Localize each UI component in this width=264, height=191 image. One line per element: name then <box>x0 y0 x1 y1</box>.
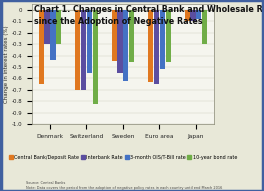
Bar <box>185 10 190 21</box>
Bar <box>50 10 55 60</box>
Text: Source: Central Banks
Note: Data covers the period from the adoption of negative: Source: Central Banks Note: Data covers … <box>26 181 223 190</box>
Bar <box>87 10 92 73</box>
Bar <box>129 10 134 62</box>
Bar <box>154 10 159 84</box>
Bar <box>44 10 50 44</box>
Y-axis label: Change in interest rates (%): Change in interest rates (%) <box>4 25 9 103</box>
Bar <box>112 10 117 61</box>
Bar <box>75 10 80 90</box>
Bar <box>148 10 153 82</box>
Bar <box>117 10 123 73</box>
Bar <box>56 10 61 44</box>
Bar <box>190 10 196 21</box>
Bar <box>166 10 171 62</box>
Bar <box>202 10 207 44</box>
Bar <box>93 10 98 104</box>
Legend: Central Bank/Deposit Rate, Interbank Rate, 3-month OIS/T-Bill rate, 10-year bond: Central Bank/Deposit Rate, Interbank Rat… <box>7 153 239 162</box>
Bar <box>160 10 165 69</box>
Bar <box>39 10 44 84</box>
Bar <box>123 10 129 81</box>
Bar <box>81 10 86 90</box>
Text: Chart 1. Changes in Central Bank and Wholesale Rates
since the Adoption of Negat: Chart 1. Changes in Central Bank and Who… <box>34 5 264 26</box>
Bar <box>196 10 201 19</box>
